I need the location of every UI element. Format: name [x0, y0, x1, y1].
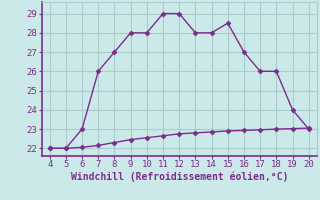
- X-axis label: Windchill (Refroidissement éolien,°C): Windchill (Refroidissement éolien,°C): [70, 172, 288, 182]
